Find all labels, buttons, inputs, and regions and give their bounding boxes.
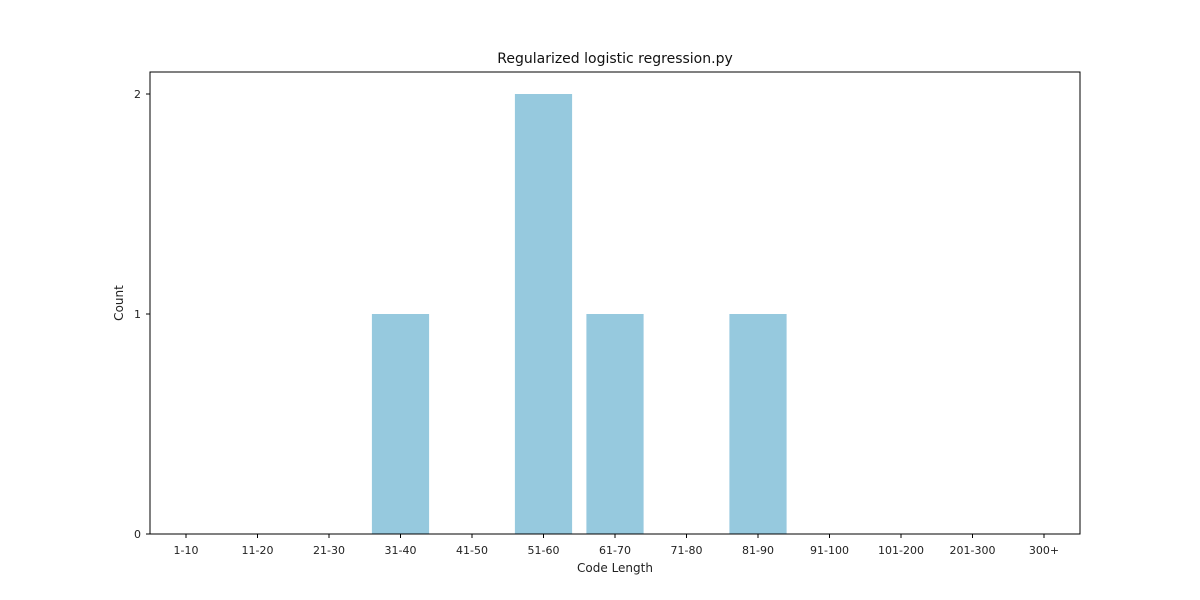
x-axis-label: Code Length: [577, 561, 653, 575]
x-tick-label: 31-40: [385, 544, 417, 557]
x-tick-label: 61-70: [599, 544, 631, 557]
x-tick-label: 41-50: [456, 544, 488, 557]
x-tick-label: 71-80: [671, 544, 703, 557]
y-tick-label: 1: [134, 308, 141, 321]
x-tick-label: 51-60: [528, 544, 560, 557]
bar-31-40: [371, 314, 430, 534]
plot-frame: [149, 71, 1081, 535]
bar-61-70: [586, 314, 644, 534]
x-tick-label: 81-90: [742, 544, 774, 557]
y-axis-label: Count: [112, 285, 126, 321]
y-tick-label: 2: [134, 88, 141, 101]
y-axis-ticks: 0 1 2: [134, 88, 150, 541]
y-tick-label: 0: [134, 528, 141, 541]
x-tick-label: 300+: [1029, 544, 1059, 557]
bar-51-60: [514, 94, 573, 534]
bars: [371, 94, 787, 534]
x-tick-label: 201-300: [950, 544, 996, 557]
x-tick-label: 101-200: [878, 544, 924, 557]
x-tick-label: 11-20: [242, 544, 274, 557]
x-tick-label: 21-30: [313, 544, 345, 557]
x-axis-ticks: 1-10 11-20 21-30 31-40 41-50 51-60 61-70 71-80 8…: [174, 534, 1059, 557]
chart-title: Regularized logistic regression.py: [497, 51, 732, 67]
x-tick-label: 1-10: [174, 544, 199, 557]
x-tick-label: 91-100: [810, 544, 849, 557]
bar-81-90: [729, 314, 787, 534]
